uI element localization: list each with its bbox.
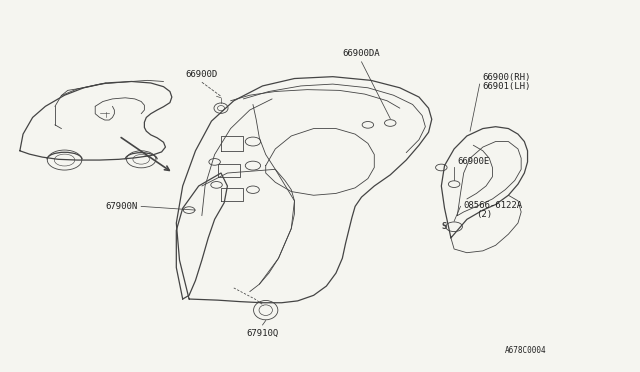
Text: 67900N: 67900N (106, 202, 138, 211)
Text: (2): (2) (476, 210, 493, 219)
Text: 66900D: 66900D (186, 70, 218, 78)
Text: 66900(RH): 66900(RH) (483, 73, 531, 82)
Text: A678C0004: A678C0004 (505, 346, 547, 355)
Text: 08566-6122A: 08566-6122A (464, 201, 523, 210)
Text: S: S (441, 222, 447, 231)
Text: 66901(LH): 66901(LH) (483, 83, 531, 92)
Text: 66900DA: 66900DA (342, 49, 380, 58)
Text: 67910Q: 67910Q (246, 329, 278, 338)
Text: 66900E: 66900E (458, 157, 490, 166)
